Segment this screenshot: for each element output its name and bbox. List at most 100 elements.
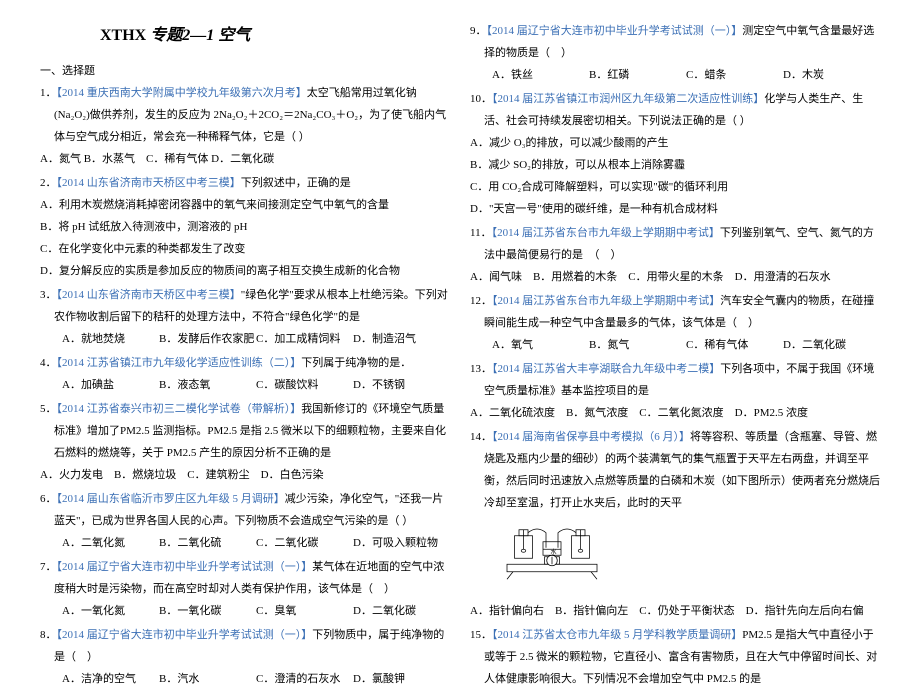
- choice-c: C．臭氧: [256, 600, 353, 622]
- q-body: 下列叙述中，正确的是: [241, 177, 351, 189]
- q-num: 3．: [40, 289, 57, 301]
- question-1: 1．【2014 重庆西南大学附属中学校九年级第六次月考】太空飞船常用过氧化钠(N…: [40, 82, 450, 170]
- q-body: 下列属于纯净物的是．: [301, 357, 411, 369]
- q-num: 7．: [40, 561, 57, 573]
- q-source: 【2014 重庆西南大学附属中学校九年级第六次月考】: [57, 87, 307, 99]
- q-num: 10．: [470, 93, 492, 105]
- choice-b: B．汽水: [159, 668, 256, 690]
- q-num: 13．: [470, 363, 492, 375]
- choice-c: C．蜡条: [686, 64, 783, 86]
- q-source: 【2014 届山东省临沂市罗庄区九年级 5 月调研】: [57, 493, 285, 505]
- choice-c: C．澄清的石灰水: [256, 668, 353, 690]
- question-4: 4．【2014 江苏省镇江市九年级化学适应性训练（二）】下列属于纯净物的是． A…: [40, 352, 450, 396]
- choice-a: A．洁净的空气: [62, 668, 159, 690]
- q-num: 2．: [40, 177, 57, 189]
- choice-b: B．液态氧: [159, 374, 256, 396]
- q-num: 14．: [470, 431, 492, 443]
- q-num: 8．: [40, 629, 57, 641]
- question-5: 5．【2014 江苏省泰兴市初三二模化学试卷（带解析）】我国新修订的《环境空气质…: [40, 398, 450, 486]
- choice-b: B．将 pH 试纸放入待测液中，测溶液的 pH: [40, 216, 450, 238]
- choice-a: A．铁丝: [492, 64, 589, 86]
- choice-b: B．一氧化碳: [159, 600, 256, 622]
- q-source: 【2014 江苏省泰兴市初三二模化学试卷（带解析）】: [57, 403, 302, 415]
- q-num: 1．: [40, 87, 57, 99]
- choice-a: A．二氧化氮: [62, 532, 159, 554]
- choice-b: B．发酵后作农家肥: [159, 328, 256, 350]
- choice-b: B．水蒸气: [84, 153, 135, 165]
- choice-b: B．用燃着的木条: [533, 271, 617, 283]
- title-prefix: XTHX: [100, 27, 146, 44]
- choice-c: C．碳酸饮料: [256, 374, 353, 396]
- question-13: 13．【2014 届江苏省大丰亭湖联合九年级中考二模】下列各项中，不属于我国《环…: [470, 358, 880, 424]
- q-source: 【2014 届江苏省镇江市润州区九年级第二次适应性训练】: [492, 93, 764, 105]
- choice-a: A．减少 O₃的排放，可以减少酸雨的产生: [470, 132, 880, 154]
- choice-a: A．火力发电: [40, 469, 103, 481]
- q-source: 【2014 江苏省镇江市九年级化学适应性训练（二）】: [57, 357, 302, 369]
- q-source: 【2014 山东省济南市天桥区中考三模】: [57, 289, 241, 301]
- choice-a: A．氧气: [492, 334, 589, 356]
- choice-b: B．氮气浓度: [566, 407, 628, 419]
- choice-c: C．仍处于平衡状态: [639, 605, 734, 617]
- choice-c: C．二氧化碳: [256, 532, 353, 554]
- question-12: 12．【2014 届江苏省东台市九年级上学期期中考试】汽车安全气囊内的物质，在碰…: [470, 290, 880, 356]
- q-source: 【2014 届江苏省东台市九年级上学期期中考试】: [492, 227, 720, 239]
- choice-d: D．白色污染: [261, 469, 324, 481]
- choice-a: A．一氧化氮: [62, 600, 159, 622]
- choice-b: B．燃烧垃圾: [114, 469, 176, 481]
- right-column: 9．【2014 届辽宁省大连市初中毕业升学考试试测（一）】测定空气中氧气含量最好…: [460, 20, 890, 619]
- q-num: 15．: [470, 629, 492, 641]
- choice-d: D．制造沼气: [353, 328, 450, 350]
- q-source: 【2014 江苏省太仓市九年级 5 月学科教学质量调研】: [492, 629, 742, 641]
- page-title: XTHX 专题2—1 空气: [100, 20, 450, 52]
- q-source: 【2014 届辽宁省大连市初中毕业升学考试试测（一）】: [57, 629, 313, 641]
- left-column: XTHX 专题2—1 空气 一、选择题 1．【2014 重庆西南大学附属中学校九…: [30, 20, 460, 619]
- choice-c: C．建筑粉尘: [187, 469, 249, 481]
- question-9: 9．【2014 届辽宁省大连市初中毕业升学考试试测（一）】测定空气中氧气含量最好…: [470, 20, 880, 86]
- q-source: 【2014 届辽宁省大连市初中毕业升学考试试测（一）】: [57, 561, 313, 573]
- q-source: 【2014 届江苏省东台市九年级上学期期中考试】: [492, 295, 720, 307]
- choice-b: B．指针偏向左: [555, 605, 628, 617]
- choice-d: D．PM2.5 浓度: [735, 407, 808, 419]
- q-source: 【2014 届辽宁省大连市初中毕业升学考试试测（一）】: [487, 25, 743, 37]
- choice-d: D．用澄清的石灰水: [735, 271, 831, 283]
- choice-a: A．加碘盐: [62, 374, 159, 396]
- question-7: 7．【2014 届辽宁省大连市初中毕业升学考试试测（一）】某气体在近地面的空气中…: [40, 556, 450, 622]
- choice-b: B．二氧化硫: [159, 532, 256, 554]
- choice-d: D．"天宫一号"使用的碳纤维，是一种有机合成材料: [470, 198, 880, 220]
- choice-c: C．二氧化氮浓度: [639, 407, 723, 419]
- q-num: 4．: [40, 357, 57, 369]
- choice-c: C．用带火星的木条: [628, 271, 723, 283]
- choice-d: D．二氧化碳: [353, 600, 450, 622]
- choice-c: C．稀有气体: [686, 334, 783, 356]
- choice-d: D．不锈钢: [353, 374, 450, 396]
- choice-d: D．可吸入颗粒物: [353, 532, 450, 554]
- choice-d: D．氯酸钾: [353, 668, 450, 690]
- question-6: 6．【2014 届山东省临沂市罗庄区九年级 5 月调研】减少污染，净化空气，"还…: [40, 488, 450, 554]
- question-11: 11．【2014 届江苏省东台市九年级上学期期中考试】下列鉴别氧气、空气、氮气的…: [470, 222, 880, 288]
- choice-c: C．加工成精饲料: [256, 328, 353, 350]
- q-num: 6．: [40, 493, 57, 505]
- question-15: 15．【2014 江苏省太仓市九年级 5 月学科教学质量调研】PM2.5 是指大…: [470, 624, 880, 690]
- choice-a: A．指针偏向右: [470, 605, 544, 617]
- choice-c: C．稀有气体: [146, 153, 208, 165]
- q-num: 11．: [470, 227, 492, 239]
- choice-b: B．减少 SO₂的排放，可以从根本上消除雾霾: [470, 154, 880, 176]
- choice-d: D．复分解反应的实质是参加反应的物质间的离子相互交换生成新的化合物: [40, 260, 450, 282]
- q-num: 9．: [470, 25, 487, 37]
- q-source: 【2014 届江苏省大丰亭湖联合九年级中考二模】: [492, 363, 720, 375]
- q-num: 12．: [470, 295, 492, 307]
- choice-a: A．就地焚烧: [62, 328, 159, 350]
- choice-d: D．木炭: [783, 64, 880, 86]
- choice-a: A．二氧化硫浓度: [470, 407, 555, 419]
- question-2: 2．【2014 山东省济南市天桥区中考三模】下列叙述中，正确的是 A．利用木炭燃…: [40, 172, 450, 282]
- question-10: 10．【2014 届江苏省镇江市润州区九年级第二次适应性训练】化学与人类生产、生…: [470, 88, 880, 220]
- choice-d: D．指针先向左后向右偏: [746, 605, 864, 617]
- choice-b: B．红磷: [589, 64, 686, 86]
- q-num: 5．: [40, 403, 57, 415]
- choice-a: A．氮气: [40, 153, 81, 165]
- q-source: 【2014 山东省济南市天桥区中考三模】: [57, 177, 241, 189]
- question-3: 3．【2014 山东省济南市天桥区中考三模】"绿色化学"要求从根本上杜绝污染。下…: [40, 284, 450, 350]
- choice-d: D．二氧化碳: [211, 153, 274, 165]
- section-heading: 一、选择题: [40, 60, 450, 82]
- title-cn: 专题2—1 空气: [150, 27, 250, 44]
